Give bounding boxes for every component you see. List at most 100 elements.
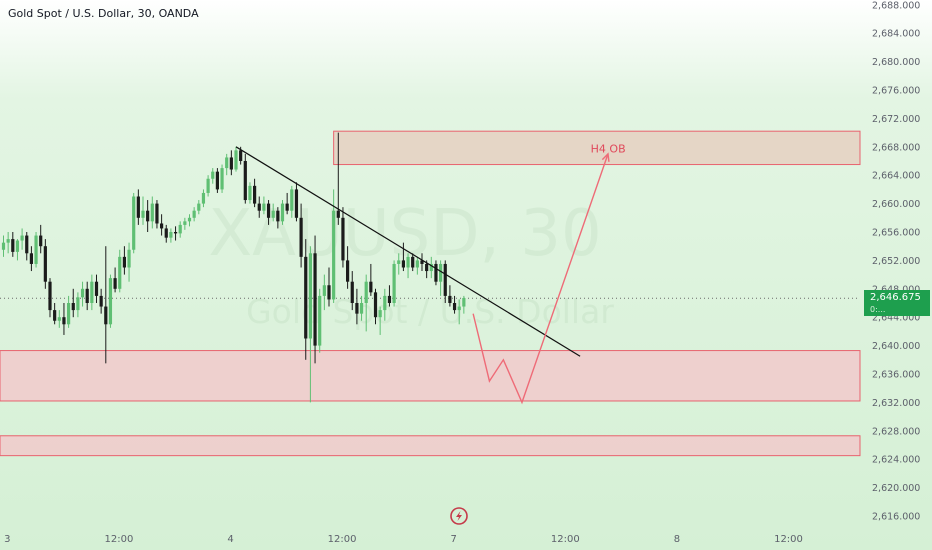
candle-body (132, 196, 136, 250)
zone-2 (0, 435, 861, 457)
candle-body (452, 303, 457, 311)
x-tick-label: 8 (674, 534, 680, 545)
candle-body (62, 317, 66, 325)
candle-body (401, 260, 405, 268)
candle-body (299, 217, 303, 257)
projection-arrowhead (601, 152, 610, 162)
projection-path (472, 153, 609, 405)
y-tick-label: 2,640.000 (872, 341, 920, 352)
candle-body (80, 288, 85, 298)
y-tick-label: 2,628.000 (872, 426, 920, 437)
x-tick-label: 12:00 (104, 534, 133, 545)
y-tick-label: 2,660.000 (872, 199, 920, 210)
candle-body (425, 263, 429, 272)
y-tick-label: 2,656.000 (872, 228, 920, 239)
candle-body (6, 239, 10, 243)
x-tick-label: 4 (227, 534, 233, 545)
candle-body (173, 232, 178, 234)
candle-body (53, 310, 57, 321)
y-tick-label: 2,616.000 (872, 512, 920, 523)
y-tick-label: 2,688.000 (872, 0, 920, 11)
candle-body (253, 185, 257, 204)
candle-body (169, 232, 173, 238)
candle-body (220, 168, 224, 190)
y-tick-label: 2,664.000 (872, 171, 920, 182)
candle-body (122, 256, 126, 268)
candle-body (15, 240, 20, 252)
candle-body (290, 189, 294, 211)
y-tick-label: 2,648.000 (872, 284, 920, 295)
candle-body (1, 242, 6, 250)
candle-body (29, 253, 33, 264)
replay-icon[interactable] (450, 507, 468, 525)
price-axis[interactable]: 2,616.000 2,620.000 2,624.000 2,628.000 2,63… (872, 0, 920, 522)
y-tick-label: 2,672.000 (872, 114, 920, 125)
candle-body (215, 171, 219, 190)
candle-body (25, 235, 29, 254)
candle-body (94, 281, 99, 296)
candle-body (341, 217, 345, 261)
candle-body (276, 210, 280, 222)
candle-body (313, 253, 317, 346)
candle-body (332, 210, 336, 300)
candle-body (192, 210, 196, 218)
candle-body (434, 263, 438, 282)
candle-body (462, 298, 466, 307)
time-axis[interactable]: 3 12:00 4 12:00 7 12:00 8 12:00 (4, 534, 803, 545)
bar-countdown: 0:... (870, 305, 886, 314)
candle-body (457, 306, 461, 311)
candle-body (150, 203, 154, 222)
candle-body (141, 210, 145, 218)
y-tick-label: 2,636.000 (872, 370, 920, 381)
candle-body (136, 196, 140, 218)
candle-body (387, 295, 392, 303)
candle-body (411, 256, 415, 268)
candle-body (392, 263, 396, 303)
candle-body (57, 317, 61, 321)
chart-title: Gold Spot / U.S. Dollar, 30, OANDA (8, 7, 199, 20)
candle-body (443, 263, 447, 296)
y-tick-label: 2,684.000 (872, 29, 920, 40)
candle-body (327, 285, 331, 300)
candle-body (336, 210, 340, 218)
candle-body (48, 281, 52, 311)
candle-body (99, 295, 103, 307)
candle-body (113, 278, 117, 289)
candle-body (383, 295, 387, 311)
candle-body (248, 185, 252, 201)
zone-label-0: H4 OB (591, 143, 626, 156)
candle-body (448, 295, 452, 303)
candle-body (378, 310, 382, 318)
candle-body (308, 253, 312, 339)
y-tick-label: 2,680.000 (872, 57, 920, 68)
candle-body (239, 150, 243, 161)
last-price-value: 2,646.675 (870, 292, 921, 303)
candle-body (178, 224, 182, 234)
candle-body (350, 281, 354, 303)
trendline (235, 146, 581, 357)
zone-1 (0, 350, 861, 402)
candle-body (415, 260, 419, 268)
y-tick-label: 2,624.000 (872, 455, 920, 466)
candle-body (294, 189, 299, 218)
watermark-symbol: XAUUSD, 30 (208, 197, 601, 271)
candle-body (11, 239, 15, 252)
candle-body (197, 203, 201, 211)
candle-body (280, 203, 285, 222)
candle-body (369, 281, 373, 293)
candle-body (71, 303, 75, 311)
candle-body (206, 178, 210, 193)
candle-body (160, 223, 164, 229)
y-tick-label: 2,620.000 (872, 483, 920, 494)
candle-body (229, 157, 233, 170)
candle-body (439, 263, 443, 282)
candle-body (373, 292, 378, 318)
candle-body (304, 256, 308, 339)
candle-body (183, 221, 187, 225)
candle-body (359, 303, 364, 314)
candle-body (285, 203, 289, 211)
candle-body (420, 260, 424, 264)
candle-body (108, 278, 113, 325)
